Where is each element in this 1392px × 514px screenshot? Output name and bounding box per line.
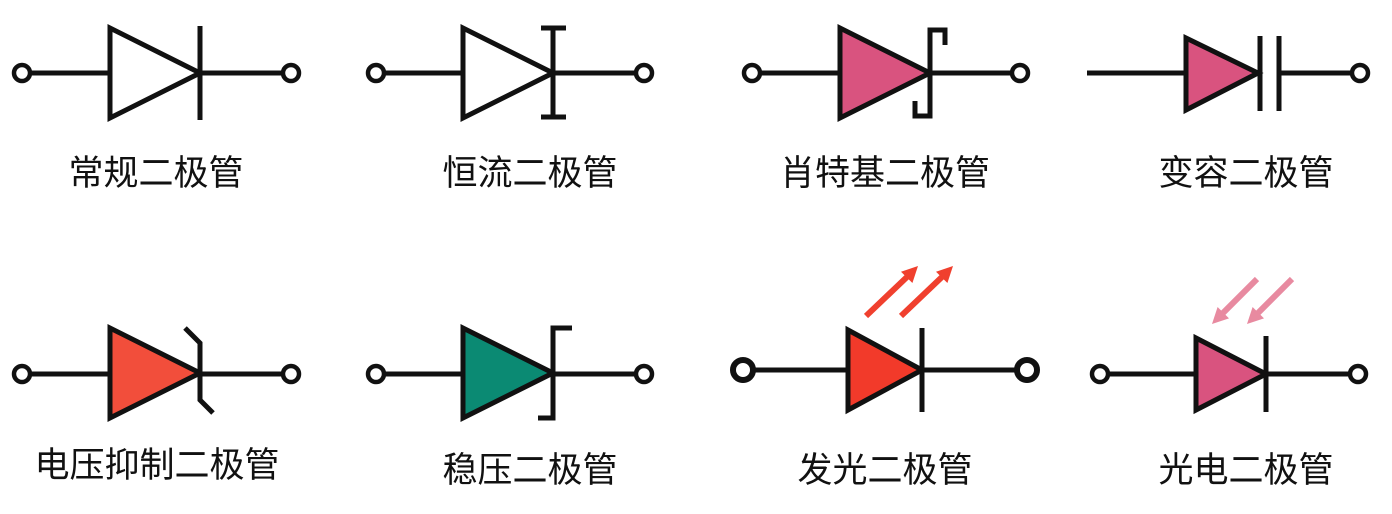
emission-arrows: [863, 266, 953, 319]
arrowhead-icon: [1212, 307, 1229, 324]
left-terminal: [730, 357, 756, 383]
symbol-label: 电压抑制二极管: [34, 446, 279, 486]
symbol-label: 肖特基二极管: [780, 154, 990, 194]
light-arrow-icon: [1219, 276, 1260, 317]
left-terminal: [365, 62, 387, 84]
arrowhead-icon: [901, 266, 918, 283]
right-terminal: [1014, 357, 1040, 383]
schottky-diode-icon: [741, 23, 1031, 123]
symbol-label: 变容二极管: [1158, 154, 1333, 194]
symbol-label: 光电二极管: [1158, 451, 1333, 491]
led-icon: [730, 266, 1040, 415]
constant-current-diode-icon: [365, 23, 655, 123]
anode-triangle: [107, 23, 206, 123]
zener-diode-icon: [365, 323, 655, 423]
left-terminal: [741, 62, 763, 84]
symbol-label: 恒流二极管: [442, 154, 617, 194]
regular-diode-icon: [11, 23, 302, 123]
right-terminal: [1349, 62, 1371, 84]
right-terminal: [280, 62, 302, 84]
emission-arrow-icon: [863, 273, 911, 319]
arrowhead-icon: [1247, 307, 1264, 324]
anode-triangle: [460, 23, 559, 123]
arrowhead-icon: [936, 266, 953, 283]
anode-triangle: [460, 323, 559, 423]
photodiode-icon: [1089, 276, 1369, 415]
right-terminal: [1009, 62, 1031, 84]
left-terminal: [11, 62, 33, 84]
anode-triangle: [107, 323, 206, 423]
right-terminal: [280, 363, 302, 385]
symbol-label: 稳压二极管: [442, 451, 617, 491]
symbol-label: 发光二极管: [797, 451, 972, 491]
anode-triangle: [1193, 333, 1272, 415]
anode-triangle: [845, 325, 928, 415]
tvs-diode-icon: [11, 323, 302, 423]
right-terminal: [1347, 363, 1369, 385]
left-terminal: [365, 363, 387, 385]
right-terminal: [633, 363, 655, 385]
anode-triangle: [837, 23, 936, 123]
left-terminal: [11, 363, 33, 385]
left-terminal: [1089, 363, 1111, 385]
varactor-diode-icon: [1087, 34, 1371, 115]
emission-arrow-icon: [898, 273, 946, 319]
right-terminal: [633, 62, 655, 84]
anode-triangle: [1183, 34, 1264, 115]
symbol-label: 常规二极管: [68, 154, 243, 194]
light-arrow-icon: [1254, 276, 1295, 317]
incident-light-arrows: [1212, 276, 1295, 324]
